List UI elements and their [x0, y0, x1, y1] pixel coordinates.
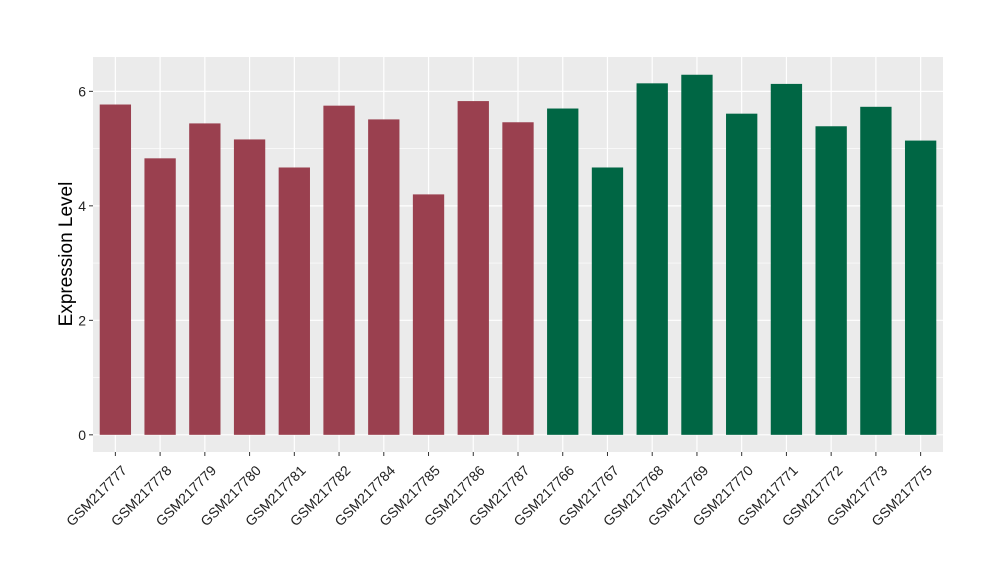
bar-GSM217775 — [904, 140, 937, 435]
bars — [99, 74, 937, 435]
y-axis: 0 2 4 6 — [78, 83, 93, 443]
y-tick-label: 4 — [78, 198, 86, 214]
y-axis-title: Expression Level — [56, 182, 77, 327]
bar-GSM217777 — [99, 104, 132, 435]
bar-GSM217767 — [591, 167, 624, 435]
bar-GSM217785 — [412, 194, 445, 435]
bar-GSM217787 — [502, 122, 534, 435]
y-tick-label: 0 — [78, 427, 86, 443]
y-tick-label: 2 — [78, 312, 86, 328]
bar-GSM217773 — [860, 106, 892, 435]
bar-GSM217780 — [233, 139, 266, 435]
bar-GSM217768 — [636, 83, 668, 435]
bar-GSM217771 — [770, 83, 803, 435]
bar-GSM217772 — [815, 126, 847, 435]
bar-GSM217781 — [278, 167, 310, 435]
bar-GSM217778 — [144, 158, 176, 435]
x-axis: GSM217777GSM217778GSM217779GSM217780GSM2… — [63, 452, 935, 529]
bar-GSM217784 — [368, 119, 400, 435]
bar-GSM217786 — [457, 101, 489, 435]
bar-GSM217779 — [189, 123, 221, 435]
y-tick-label: 6 — [78, 83, 86, 99]
bar-GSM217766 — [547, 108, 579, 435]
bar-GSM217770 — [726, 113, 758, 435]
bar-GSM217782 — [323, 105, 355, 435]
bar-GSM217769 — [681, 74, 713, 435]
